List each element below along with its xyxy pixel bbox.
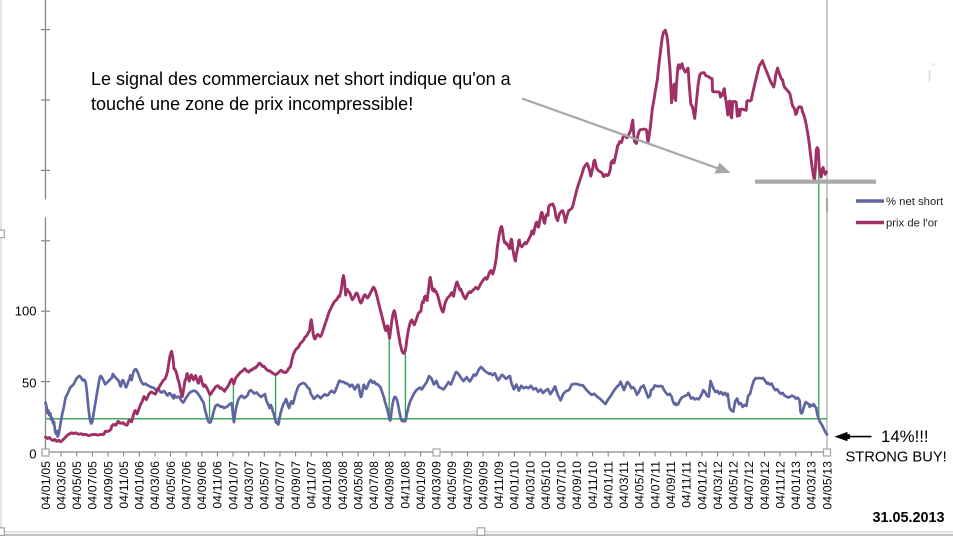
svg-text:04/09/06: 04/09/06 [195, 461, 209, 510]
svg-text:04/05/13: 04/05/13 [820, 461, 834, 510]
svg-text:0: 0 [29, 447, 36, 462]
svg-text:04/11/12: 04/11/12 [773, 461, 787, 509]
svg-text:04/03/12: 04/03/12 [711, 461, 725, 510]
svg-text:04/09/08: 04/09/08 [383, 461, 397, 510]
svg-text:04/03/05: 04/03/05 [54, 461, 68, 510]
svg-text:04/01/10: 04/01/10 [508, 461, 522, 510]
svg-text:04/09/10: 04/09/10 [570, 461, 584, 510]
svg-text:04/01/12: 04/01/12 [695, 461, 709, 510]
svg-text:04/05/08: 04/05/08 [351, 461, 365, 510]
svg-text:04/03/08: 04/03/08 [336, 461, 350, 510]
svg-text:04/05/11: 04/05/11 [633, 461, 647, 509]
svg-text:100: 100 [15, 303, 37, 318]
svg-text:STRONG BUY!: STRONG BUY! [846, 449, 947, 465]
svg-text:04/03/10: 04/03/10 [523, 461, 537, 510]
svg-text:04/03/11: 04/03/11 [617, 461, 631, 509]
svg-text:04/11/05: 04/11/05 [117, 461, 131, 509]
svg-text:04/07/09: 04/07/09 [461, 461, 475, 510]
svg-text:04/01/08: 04/01/08 [320, 461, 334, 510]
svg-text:04/09/05: 04/09/05 [101, 461, 115, 510]
svg-text:04/01/06: 04/01/06 [133, 461, 147, 510]
svg-text:04/07/08: 04/07/08 [367, 461, 381, 510]
svg-text:50: 50 [22, 376, 36, 391]
svg-text:04/09/09: 04/09/09 [476, 461, 490, 510]
svg-text:04/05/07: 04/05/07 [258, 461, 272, 510]
svg-text:04/09/12: 04/09/12 [758, 461, 772, 510]
svg-text:04/09/07: 04/09/07 [289, 461, 303, 510]
svg-text:Le signal des commerciaux net: Le signal des commerciaux net short indi… [91, 69, 512, 89]
svg-text:04/01/11: 04/01/11 [601, 461, 615, 509]
svg-text:04/07/05: 04/07/05 [86, 461, 100, 510]
svg-text:04/11/06: 04/11/06 [211, 461, 225, 509]
svg-text:04/07/12: 04/07/12 [742, 461, 756, 510]
svg-text:touché une zone de prix incomp: touché une zone de prix incompressible! [91, 94, 413, 114]
svg-text:04/05/05: 04/05/05 [70, 461, 84, 510]
svg-text:04/11/09: 04/11/09 [492, 461, 506, 509]
svg-text:04/07/07: 04/07/07 [273, 461, 287, 510]
svg-text:04/01/07: 04/01/07 [226, 461, 240, 510]
svg-text:% net short: % net short [886, 196, 944, 208]
svg-text:04/11/11: 04/11/11 [680, 461, 694, 508]
svg-text:04/05/12: 04/05/12 [727, 461, 741, 510]
svg-text:04/11/07: 04/11/07 [305, 461, 319, 509]
svg-text:prix de l'or: prix de l'or [886, 217, 938, 229]
svg-text:04/11/08: 04/11/08 [398, 461, 412, 509]
svg-text:14%!!!: 14%!!! [881, 427, 929, 446]
svg-text:04/01/13: 04/01/13 [789, 461, 803, 510]
svg-text:04/07/06: 04/07/06 [179, 461, 193, 510]
svg-text:04/05/09: 04/05/09 [445, 461, 459, 510]
svg-text:04/03/13: 04/03/13 [805, 461, 819, 510]
svg-text:04/07/10: 04/07/10 [555, 461, 569, 510]
svg-text:04/01/05: 04/01/05 [39, 461, 53, 510]
svg-text:04/03/09: 04/03/09 [430, 461, 444, 510]
svg-text:04/11/10: 04/11/10 [586, 461, 600, 509]
svg-text:04/01/09: 04/01/09 [414, 461, 428, 510]
svg-text:31.05.2013: 31.05.2013 [872, 510, 944, 526]
svg-text:04/07/11: 04/07/11 [648, 461, 662, 509]
svg-text:04/09/11: 04/09/11 [664, 461, 678, 509]
svg-text:04/05/10: 04/05/10 [539, 461, 553, 510]
svg-text:04/03/07: 04/03/07 [242, 461, 256, 510]
svg-text:04/05/06: 04/05/06 [164, 461, 178, 510]
svg-text:04/03/06: 04/03/06 [148, 461, 162, 510]
